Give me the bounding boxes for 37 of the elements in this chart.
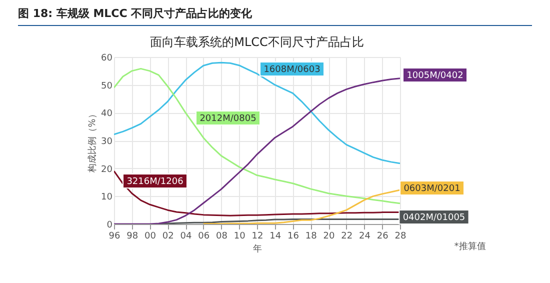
series-label: 1005M/0402 <box>406 71 464 81</box>
x-tick-label: 96 <box>108 232 120 242</box>
y-tick-label: 20 <box>101 164 113 175</box>
chart-subtitle: 面向车载系统的MLCC不同尺寸产品占比 <box>150 35 364 49</box>
x-tick-label: 28 <box>394 232 406 242</box>
y-tick-label: 30 <box>101 137 113 147</box>
series-label: 3216M/1206 <box>126 177 184 187</box>
line-series <box>114 170 400 216</box>
x-tick-label: 06 <box>198 232 210 242</box>
x-tick-label: 04 <box>180 232 192 242</box>
series-label: 2012M/0805 <box>200 114 256 124</box>
series-label: 0402M/01005 <box>402 213 466 223</box>
x-tick-label: 18 <box>305 232 318 242</box>
x-tick-label: 16 <box>288 232 300 242</box>
y-tick-label: 60 <box>101 54 113 64</box>
chart-title: 图 18: 车规级 MLCC 不同尺寸产品占比的变化 <box>18 6 532 26</box>
y-tick-label: 40 <box>101 109 113 120</box>
x-axis-title: 年 <box>253 244 262 254</box>
x-tick-label: 02 <box>162 232 174 242</box>
y-tick-label: 50 <box>101 81 113 92</box>
series-label: 0603M/0201 <box>404 184 460 194</box>
x-tick-label: 22 <box>341 232 353 242</box>
x-tick-label: 14 <box>270 232 282 242</box>
x-tick-label: 12 <box>252 232 264 242</box>
y-tick-label: 0 <box>106 220 113 230</box>
x-tick-label: 08 <box>216 232 228 242</box>
x-tick-label: 00 <box>144 232 156 242</box>
x-tick-label: 24 <box>359 232 371 242</box>
line-series <box>114 62 400 164</box>
x-tick-label: 26 <box>376 232 389 242</box>
x-tick-label: 10 <box>234 232 246 242</box>
y-axis-title: 构成比例（%） <box>87 110 98 174</box>
text: *推算值 <box>454 241 486 252</box>
x-tick-label: 20 <box>323 232 335 242</box>
x-tick-label: 98 <box>126 232 138 242</box>
y-tick-label: 10 <box>101 192 113 203</box>
series-label: 1608M/0603 <box>264 65 320 75</box>
